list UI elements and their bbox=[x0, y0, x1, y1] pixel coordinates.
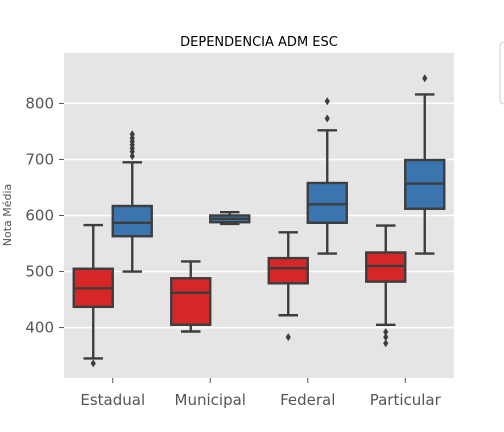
iqr-box bbox=[306, 181, 348, 224]
iqr-box bbox=[267, 256, 309, 285]
legend-box-cropped bbox=[499, 41, 504, 105]
outlier-point bbox=[285, 333, 291, 342]
y-tick-label: 700 bbox=[25, 150, 54, 168]
box-blue-particular bbox=[404, 74, 446, 255]
box-red-municipal bbox=[170, 260, 212, 333]
axes-layer: 400 500 600 700 800 Estadual Municipal Federal P… bbox=[25, 94, 441, 409]
y-axis-label: Nota Média bbox=[1, 184, 14, 247]
x-tick-label-federal: Federal bbox=[280, 391, 335, 409]
outlier-point bbox=[383, 339, 389, 348]
outlier-point bbox=[324, 114, 330, 123]
x-tick-label-particular: Particular bbox=[370, 391, 442, 409]
outlier-point bbox=[383, 328, 389, 337]
x-tick-label-municipal: Municipal bbox=[175, 391, 246, 409]
outlier-point bbox=[129, 130, 135, 139]
y-tick-label: 800 bbox=[25, 94, 54, 112]
outlier-point bbox=[422, 74, 428, 83]
box-red-particular bbox=[365, 224, 407, 348]
box-blue-municipal bbox=[209, 210, 251, 226]
outlier-point bbox=[129, 152, 135, 161]
x-tick-label-estadual: Estadual bbox=[80, 391, 145, 409]
box-red-estadual bbox=[72, 223, 114, 368]
outlier-point bbox=[90, 359, 96, 368]
iqr-box bbox=[111, 204, 153, 238]
y-tick-label: 600 bbox=[25, 207, 54, 225]
iqr-box bbox=[170, 277, 212, 326]
y-tick-label: 400 bbox=[25, 319, 54, 337]
boxes-layer bbox=[72, 74, 446, 368]
y-tick-label: 500 bbox=[25, 263, 54, 281]
outlier-point bbox=[383, 333, 389, 342]
chart-title: DEPENDENCIA ADM ESC bbox=[180, 35, 338, 50]
box-blue-federal bbox=[306, 97, 348, 255]
box-blue-estadual bbox=[111, 130, 153, 273]
box-red-federal bbox=[267, 231, 309, 342]
outlier-point bbox=[324, 97, 330, 106]
